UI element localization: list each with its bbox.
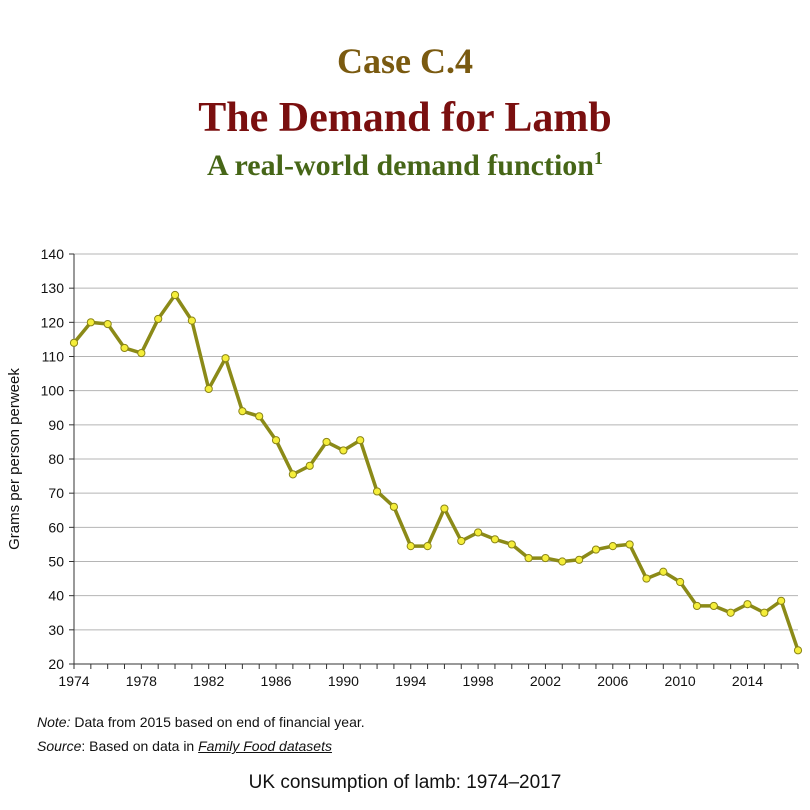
data-point <box>69 338 79 347</box>
source-link[interactable]: Family Food datasets <box>198 738 332 754</box>
x-tick-label: 1994 <box>395 673 426 689</box>
data-point <box>423 542 432 551</box>
note-label: Note: <box>37 714 71 730</box>
y-tick-label: 110 <box>42 349 65 365</box>
y-tick-label: 120 <box>41 314 65 330</box>
chart-caption: UK consumption of lamb: 1974–2017 <box>248 772 562 793</box>
data-point <box>356 436 365 445</box>
data-point <box>692 601 702 611</box>
data-point <box>490 535 500 544</box>
footnote-marker: 1 <box>593 148 603 168</box>
data-point <box>541 553 550 563</box>
series-line <box>72 293 800 651</box>
line-chart: 20 30 40 50 60 70 80 90 100 110 120 130 140 1974 1978… <box>6 246 803 689</box>
data-point <box>322 437 331 447</box>
x-tick-label: 2006 <box>597 673 628 689</box>
data-point <box>137 348 146 358</box>
data-point <box>473 528 483 537</box>
data-point <box>271 436 281 445</box>
data-point <box>372 487 382 496</box>
data-point <box>86 318 95 327</box>
data-point <box>440 504 449 513</box>
axes <box>73 254 799 669</box>
y-tick-label: 60 <box>48 519 64 535</box>
data-point <box>608 542 617 551</box>
data-point <box>170 290 180 300</box>
data-point <box>339 446 348 455</box>
y-tick-labels: 20 30 40 50 60 70 80 90 100 110 120 130 140 <box>41 246 65 672</box>
data-point <box>457 536 466 546</box>
x-tick-labels: 1974 1978 1982 1986 1990 1994 1998 2002 2006 2010… <box>58 673 763 689</box>
y-tick-label: 90 <box>48 417 64 433</box>
data-point <box>103 319 112 329</box>
y-tick-label: 30 <box>48 622 64 638</box>
x-tick-label: 1998 <box>463 673 494 689</box>
data-point <box>255 412 264 421</box>
case-label: Case C.4 <box>337 41 473 81</box>
data-point <box>777 596 786 605</box>
data-point <box>709 601 718 611</box>
data-point <box>389 502 399 511</box>
data-point <box>743 600 752 609</box>
source-text: : Based on data in <box>81 738 199 754</box>
data-point <box>204 384 213 394</box>
data-point <box>238 407 247 416</box>
x-tick-label: 2010 <box>665 673 696 689</box>
source-label: Source <box>37 738 82 754</box>
x-tick-label: 2014 <box>732 673 763 689</box>
data-point <box>625 540 634 549</box>
data-point <box>221 354 230 363</box>
data-point <box>406 542 415 551</box>
data-point <box>288 470 297 479</box>
data-point <box>120 343 129 353</box>
x-tick-label: 1986 <box>260 673 291 689</box>
chart-source: Source: Based on data in Family Food dat… <box>37 738 332 754</box>
data-point <box>726 608 735 617</box>
y-tick-label: 40 <box>48 588 64 604</box>
data-point <box>642 574 651 583</box>
series-lamb-consumption <box>69 290 803 655</box>
chart-note: Note: Data from 2015 based on end of fin… <box>37 714 365 730</box>
x-tick-label: 1982 <box>193 673 224 689</box>
data-point <box>187 316 196 325</box>
data-point <box>575 555 584 564</box>
x-tick-label: 1978 <box>126 673 157 689</box>
y-tick-label: 140 <box>41 246 65 262</box>
data-point <box>558 557 567 566</box>
data-point <box>507 540 516 549</box>
data-point <box>793 646 803 655</box>
y-tick-label: 50 <box>48 554 64 570</box>
x-tick-label: 1974 <box>58 673 89 689</box>
data-point <box>591 545 601 554</box>
gridlines <box>69 253 798 665</box>
y-tick-label: 80 <box>48 451 64 467</box>
data-point <box>760 608 769 617</box>
data-point <box>659 567 668 576</box>
page-title: The Demand for Lamb <box>198 95 612 141</box>
y-tick-label: 20 <box>48 656 64 672</box>
subtitle-text: A real-world demand function <box>207 149 594 182</box>
x-tick-label: 2002 <box>530 673 561 689</box>
data-point <box>305 461 314 470</box>
x-tick-label: 1990 <box>328 673 359 689</box>
y-axis-label: Grams per person perweek <box>6 368 23 550</box>
y-tick-label: 130 <box>41 280 65 296</box>
data-point <box>524 553 533 563</box>
y-tick-label: 100 <box>41 383 65 399</box>
page-subtitle: A real-world demand function1 <box>0 148 810 183</box>
note-text: Data from 2015 based on end of financial… <box>70 714 365 730</box>
data-point <box>154 314 163 324</box>
data-point <box>676 577 685 587</box>
y-tick-label: 70 <box>48 485 64 501</box>
